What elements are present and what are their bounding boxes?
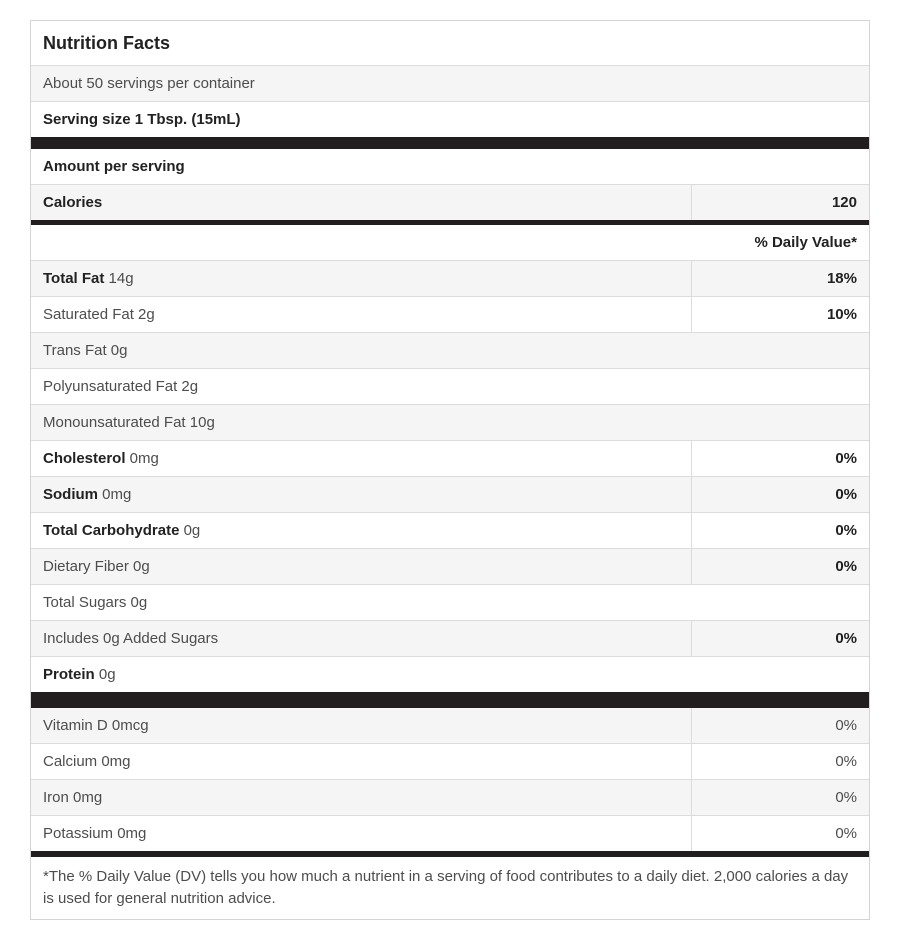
row-total-carbohydrate-0g: Total Carbohydrate 0g 0% xyxy=(31,512,869,548)
nutrient-name: Calories xyxy=(43,194,103,211)
nutrient-name: Serving size 1 Tbsp. (15mL) xyxy=(43,111,241,128)
nutrient-label-cell: Cholesterol 0mg xyxy=(31,441,691,476)
nutrient-label-cell: Amount per serving xyxy=(31,149,869,184)
nutrient-amount: Calcium 0mg xyxy=(43,753,131,770)
nutrient-label-cell: Monounsaturated Fat 10g xyxy=(31,405,869,440)
nutrient-label-cell: Iron 0mg xyxy=(31,780,691,815)
row-calcium-0mg: Calcium 0mg 0% xyxy=(31,743,869,779)
nutrient-amount: Trans Fat 0g xyxy=(43,342,128,359)
row-saturated-fat-2g: Saturated Fat 2g 10% xyxy=(31,296,869,332)
nutrient-name: Protein xyxy=(43,666,95,683)
nutrient-name: Amount per serving xyxy=(43,158,185,175)
daily-value-cell: 0% xyxy=(691,744,869,779)
nutrient-name: Total Carbohydrate xyxy=(43,522,180,539)
page: { "table": { "stripe_color": "#f5f5f5", … xyxy=(30,20,870,920)
row-serving-size-1-tbsp-15ml: Serving size 1 Tbsp. (15mL) xyxy=(31,101,869,137)
nutrient-label-cell: Trans Fat 0g xyxy=(31,333,869,368)
daily-value-cell: 18% xyxy=(691,261,869,296)
row-monounsaturated-fat-10g: Monounsaturated Fat 10g xyxy=(31,404,869,440)
nutrient-amount: 0mg xyxy=(98,486,132,503)
daily-value-header: % Daily Value* xyxy=(754,234,857,251)
nutrient-amount: About 50 servings per container xyxy=(43,75,255,92)
row-potassium-0mg: Potassium 0mg 0% xyxy=(31,815,869,851)
nutrient-amount: Vitamin D 0mcg xyxy=(43,717,149,734)
daily-value-cell: 0% xyxy=(691,780,869,815)
thick-divider-bar xyxy=(31,137,869,149)
daily-value-cell: 0% xyxy=(691,549,869,584)
nutrient-amount: Polyunsaturated Fat 2g xyxy=(43,378,199,395)
row-amount-per-serving: Amount per serving xyxy=(31,149,869,184)
nutrient-label-cell: Calcium 0mg xyxy=(31,744,691,779)
nutrient-label-cell: About 50 servings per container xyxy=(31,66,869,101)
row-polyunsaturated-fat-2g: Polyunsaturated Fat 2g xyxy=(31,368,869,404)
nutrient-amount: Includes 0g Added Sugars xyxy=(43,630,219,647)
daily-value-cell: 0% xyxy=(691,708,869,743)
thick-divider-bar xyxy=(31,692,869,708)
nutrient-label-cell: Includes 0g Added Sugars xyxy=(31,621,691,656)
nutrient-label-cell: Dietary Fiber 0g xyxy=(31,549,691,584)
nutrient-label-cell: Calories xyxy=(31,185,691,220)
row-dietary-fiber-0g: Dietary Fiber 0g 0% xyxy=(31,548,869,584)
footnote-text: *The % Daily Value (DV) tells you how mu… xyxy=(43,868,849,907)
nutrient-amount: 0g xyxy=(94,666,116,683)
daily-value-cell: 0% xyxy=(691,513,869,548)
row-total-fat-14g: Total Fat 14g 18% xyxy=(31,260,869,296)
nutrient-label-cell: Total Fat 14g xyxy=(31,261,691,296)
table-title-row: Nutrition Facts xyxy=(31,21,869,65)
nutrient-label-cell: Total Carbohydrate 0g xyxy=(31,513,691,548)
nutrient-amount: 0g xyxy=(179,522,201,539)
nutrient-label-cell: Potassium 0mg xyxy=(31,816,691,851)
nutrient-name: Total Fat xyxy=(43,270,105,287)
nutrient-label-cell: Total Sugars 0g xyxy=(31,585,869,620)
daily-value-cell: 10% xyxy=(691,297,869,332)
thick-divider-bar xyxy=(31,220,869,225)
nutrient-amount: 0mg xyxy=(125,450,159,467)
nutrient-label-cell: Polyunsaturated Fat 2g xyxy=(31,369,869,404)
nutrient-amount: Iron 0mg xyxy=(43,789,103,806)
nutrient-amount: Dietary Fiber 0g xyxy=(43,558,150,575)
row-cholesterol-0mg: Cholesterol 0mg 0% xyxy=(31,440,869,476)
row-iron-0mg: Iron 0mg 0% xyxy=(31,779,869,815)
daily-value-header-row: % Daily Value* xyxy=(31,225,869,260)
nutrient-amount: Monounsaturated Fat 10g xyxy=(43,414,215,431)
row-vitamin-d-0mcg: Vitamin D 0mcg 0% xyxy=(31,708,869,743)
table-title: Nutrition Facts xyxy=(43,33,171,53)
row-sodium-0mg: Sodium 0mg 0% xyxy=(31,476,869,512)
daily-value-cell: 0% xyxy=(691,816,869,851)
row-about-50-servings-per-container: About 50 servings per container xyxy=(31,65,869,101)
nutrient-label-cell: Saturated Fat 2g xyxy=(31,297,691,332)
row-protein-0g: Protein 0g xyxy=(31,656,869,692)
daily-value-cell: 0% xyxy=(691,441,869,476)
daily-value-cell: 120 xyxy=(691,185,869,220)
nutrition-facts-table: Nutrition Facts About 50 servings per con… xyxy=(30,20,870,920)
nutrient-name: Sodium xyxy=(43,486,98,503)
nutrient-amount: Total Sugars 0g xyxy=(43,594,148,611)
nutrient-label-cell: Protein 0g xyxy=(31,657,869,692)
nutrient-label-cell: Serving size 1 Tbsp. (15mL) xyxy=(31,102,869,137)
daily-value-cell: 0% xyxy=(691,621,869,656)
row-calories: Calories 120 xyxy=(31,184,869,220)
row-trans-fat-0g: Trans Fat 0g xyxy=(31,332,869,368)
nutrient-amount: Saturated Fat 2g xyxy=(43,306,155,323)
daily-value-cell: 0% xyxy=(691,477,869,512)
nutrient-name: Cholesterol xyxy=(43,450,126,467)
row-includes-0g-added-sugars: Includes 0g Added Sugars 0% xyxy=(31,620,869,656)
footnote-row: *The % Daily Value (DV) tells you how mu… xyxy=(31,851,869,919)
nutrient-label-cell: Vitamin D 0mcg xyxy=(31,708,691,743)
nutrient-amount: 14g xyxy=(104,270,134,287)
row-total-sugars-0g: Total Sugars 0g xyxy=(31,584,869,620)
nutrient-amount: Potassium 0mg xyxy=(43,825,147,842)
nutrient-label-cell: Sodium 0mg xyxy=(31,477,691,512)
